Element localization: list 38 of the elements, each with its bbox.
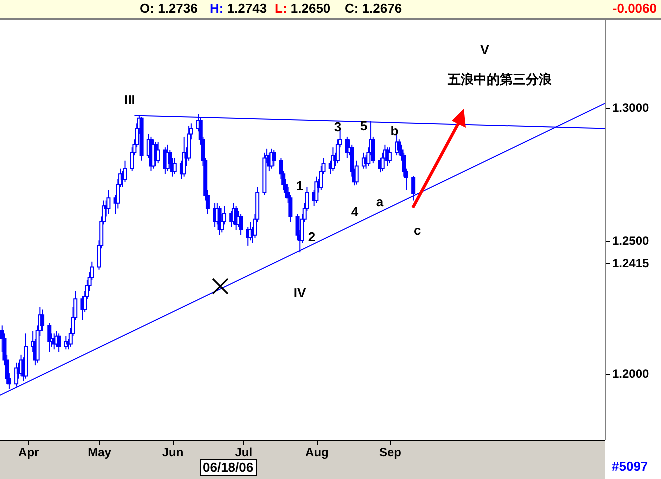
annotation: IV xyxy=(294,286,306,300)
candlestick xyxy=(412,176,416,202)
y-tick-label: 1.2500 xyxy=(612,234,650,248)
candlestick xyxy=(48,322,52,353)
text: -0.0060 xyxy=(612,1,657,16)
candlestick xyxy=(156,142,160,164)
text: L: 1.2650 xyxy=(275,1,331,16)
annotation: a xyxy=(376,194,384,210)
y-tick-label: 1.2415 xyxy=(612,256,650,271)
candlestick xyxy=(172,158,177,175)
annotation: b xyxy=(390,124,399,139)
annotation: 5 xyxy=(360,118,368,134)
annotation: 五浪中的第三分浪 xyxy=(448,71,552,89)
annotation: 4 xyxy=(351,204,359,220)
candlestick xyxy=(239,214,244,236)
x-tick-label: Apr xyxy=(18,446,40,460)
x-tick-label: Jul xyxy=(235,446,253,460)
text: H: 1.2743 xyxy=(210,1,268,16)
annotation: c xyxy=(414,222,422,238)
annotation: 3 xyxy=(334,120,342,135)
candlestick xyxy=(272,150,276,167)
x-tick-label: Sep xyxy=(379,446,402,460)
text: O: 1.2736 xyxy=(140,1,198,16)
candlestick xyxy=(57,333,62,353)
annotation: 1 xyxy=(296,178,304,194)
x-tick-label: May xyxy=(88,446,112,460)
candlestick xyxy=(388,147,392,164)
text: C: 1.2676 xyxy=(345,1,402,16)
annotation: 2 xyxy=(308,230,316,244)
x-tick-label: Jun xyxy=(162,446,184,460)
annotation: III xyxy=(124,92,136,108)
text: #5097 xyxy=(612,459,648,474)
y-tick-label: 1.2000 xyxy=(612,367,650,382)
candlestick xyxy=(106,190,111,215)
text: 06/18/06 xyxy=(200,459,257,476)
x-tick-label: Aug xyxy=(306,446,329,460)
annotation: V xyxy=(480,42,490,58)
y-tick-label: 1.3000 xyxy=(612,101,650,116)
